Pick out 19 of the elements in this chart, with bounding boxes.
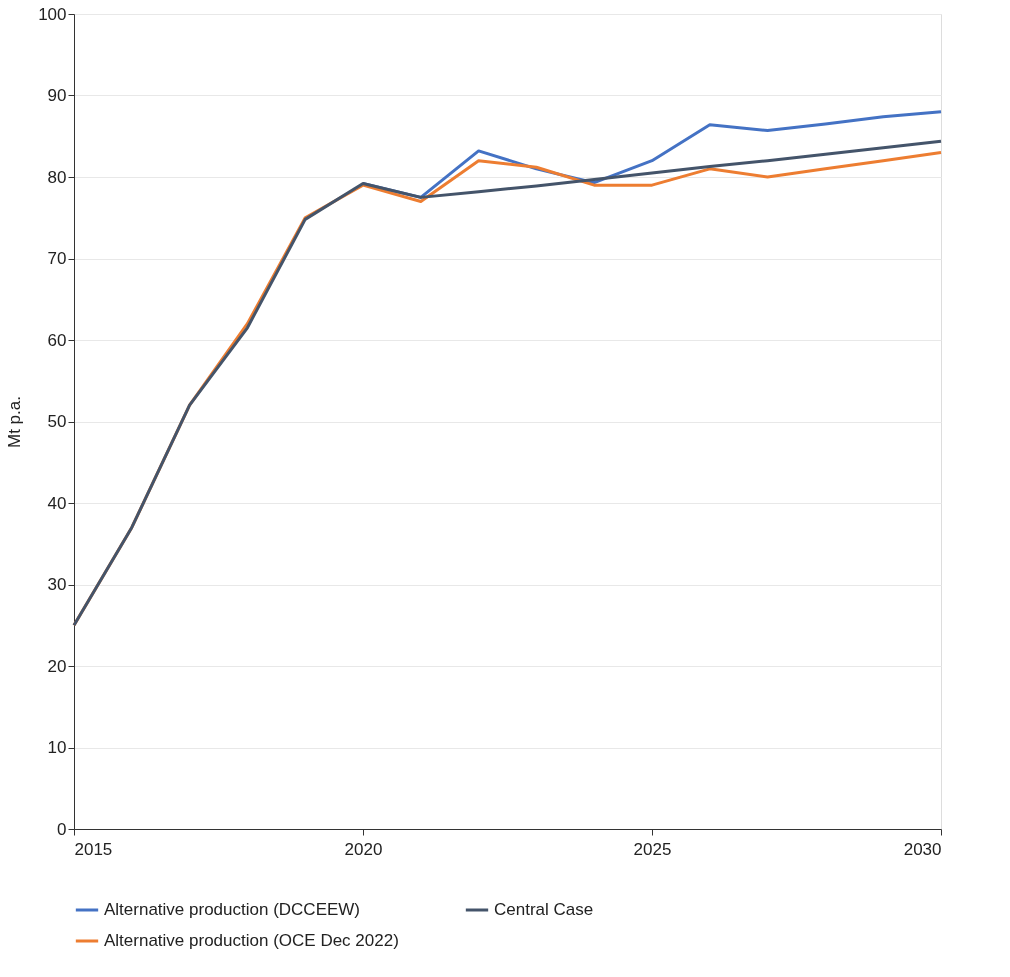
x-tick-label: 2020 [344, 839, 383, 859]
x-tick-label: 2030 [903, 839, 942, 859]
legend-label: Alternative production (DCCEEW) [104, 900, 361, 919]
x-tick-label: 2025 [633, 839, 672, 859]
y-tick-label: 30 [47, 575, 67, 594]
y-tick-label: 10 [47, 738, 67, 757]
legend-label: Central Case [494, 900, 594, 919]
x-tick-label: 2015 [74, 839, 113, 859]
y-tick-label: 20 [47, 656, 67, 676]
y-tick-label: 100 [38, 4, 67, 24]
y-tick-label: 40 [47, 493, 67, 513]
legend-label: Alternative production (OCE Dec 2022) [104, 931, 399, 950]
y-tick-label: 70 [47, 249, 67, 268]
y-tick-label: 90 [47, 86, 67, 105]
y-tick-label: 0 [57, 819, 67, 839]
y-axis-title: Mt p.a. [5, 396, 25, 448]
y-tick-label: 60 [47, 330, 67, 350]
y-tick-label: 50 [47, 412, 67, 431]
y-tick-label: 80 [47, 167, 67, 187]
